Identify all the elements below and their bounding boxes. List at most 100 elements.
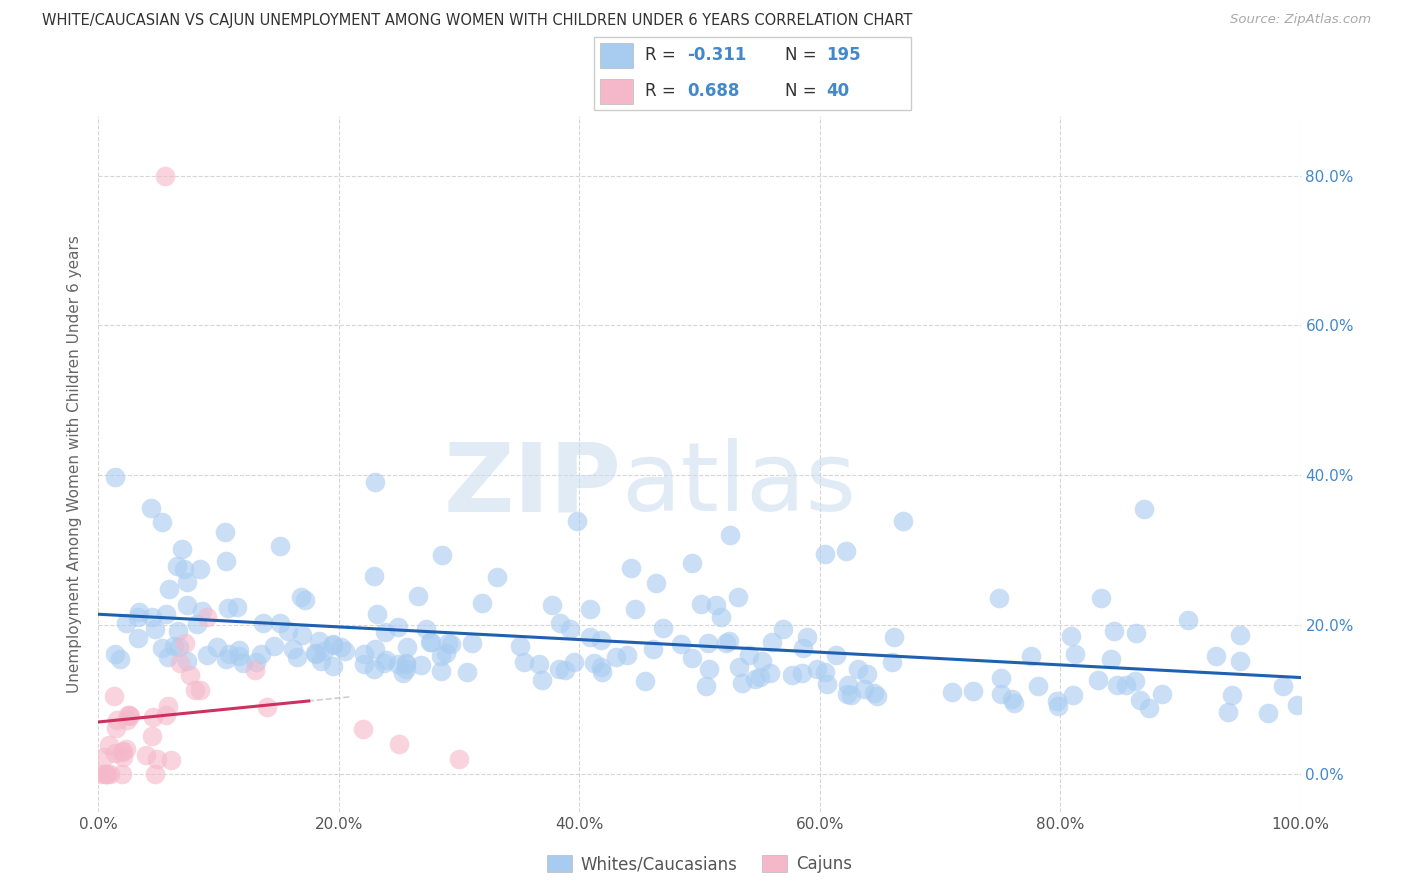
Point <box>695 679 717 693</box>
Point <box>156 650 179 665</box>
Point <box>790 665 813 680</box>
Point <box>215 553 238 567</box>
Point <box>616 648 638 662</box>
Point <box>364 475 387 489</box>
Point <box>644 576 666 591</box>
Point <box>243 663 266 677</box>
Point <box>115 713 138 727</box>
Point <box>159 753 181 767</box>
Point <box>846 662 869 676</box>
Point <box>269 615 291 630</box>
Point <box>117 708 139 723</box>
Point <box>634 674 657 689</box>
Point <box>1150 687 1173 701</box>
Point <box>188 562 211 576</box>
Text: R =: R = <box>645 82 682 100</box>
Point <box>111 767 134 781</box>
Point <box>141 501 163 516</box>
Point <box>1125 626 1147 640</box>
Point <box>681 556 703 570</box>
Point <box>962 684 984 698</box>
Point <box>582 656 605 670</box>
Point <box>447 752 470 766</box>
Point <box>429 664 451 678</box>
Point <box>730 676 752 690</box>
Point <box>179 667 201 681</box>
Point <box>605 649 627 664</box>
Point <box>589 660 612 674</box>
Point <box>562 655 585 669</box>
Point <box>335 643 357 657</box>
Point <box>792 641 814 656</box>
Point <box>865 689 887 703</box>
Point <box>1123 674 1146 689</box>
Point <box>485 569 508 583</box>
Point <box>329 640 352 655</box>
Point <box>395 640 418 654</box>
Point <box>430 648 453 663</box>
Point <box>434 646 457 660</box>
Point <box>1047 698 1070 713</box>
Point <box>1177 613 1199 627</box>
Point <box>103 470 125 484</box>
Point <box>541 598 564 612</box>
Point <box>1019 648 1042 663</box>
Point <box>772 622 794 636</box>
Point <box>245 656 267 670</box>
Point <box>471 596 494 610</box>
Point <box>373 656 395 670</box>
Point <box>554 663 576 677</box>
Point <box>228 643 250 657</box>
Point <box>308 634 330 648</box>
Text: -0.311: -0.311 <box>688 46 747 64</box>
Point <box>374 653 396 667</box>
Point <box>651 622 673 636</box>
Point <box>440 636 463 650</box>
Point <box>437 636 460 650</box>
Point <box>96 767 118 781</box>
Point <box>256 700 278 714</box>
Point <box>749 670 772 684</box>
Point <box>127 631 149 645</box>
Legend: Whites/Caucasians, Cajuns: Whites/Caucasians, Cajuns <box>540 848 859 880</box>
Point <box>395 656 418 670</box>
Point <box>387 657 409 672</box>
Point <box>1026 679 1049 693</box>
Point <box>176 599 198 613</box>
Point <box>117 708 139 723</box>
Point <box>309 654 332 668</box>
Point <box>141 729 163 743</box>
Point <box>169 656 191 670</box>
Point <box>513 655 536 669</box>
Text: 40: 40 <box>827 82 849 100</box>
Point <box>1137 701 1160 715</box>
Point <box>167 640 190 655</box>
Point <box>96 767 118 781</box>
Point <box>690 597 713 611</box>
Point <box>352 723 374 737</box>
Point <box>111 744 134 758</box>
Point <box>170 542 193 557</box>
Point <box>114 741 136 756</box>
Point <box>990 687 1012 701</box>
Point <box>214 525 236 540</box>
Point <box>250 647 273 661</box>
Point <box>641 641 664 656</box>
Point <box>176 574 198 589</box>
Point <box>387 620 409 634</box>
Point <box>232 657 254 671</box>
Point <box>135 748 157 763</box>
Point <box>191 604 214 618</box>
Point <box>529 657 551 671</box>
Point <box>363 569 385 583</box>
Point <box>817 677 839 691</box>
Point <box>714 636 737 650</box>
FancyBboxPatch shape <box>600 78 633 104</box>
Point <box>153 169 176 183</box>
Point <box>285 649 308 664</box>
Point <box>988 591 1011 606</box>
Point <box>1222 688 1244 702</box>
Point <box>205 640 228 654</box>
Point <box>150 640 173 655</box>
Point <box>104 747 127 761</box>
